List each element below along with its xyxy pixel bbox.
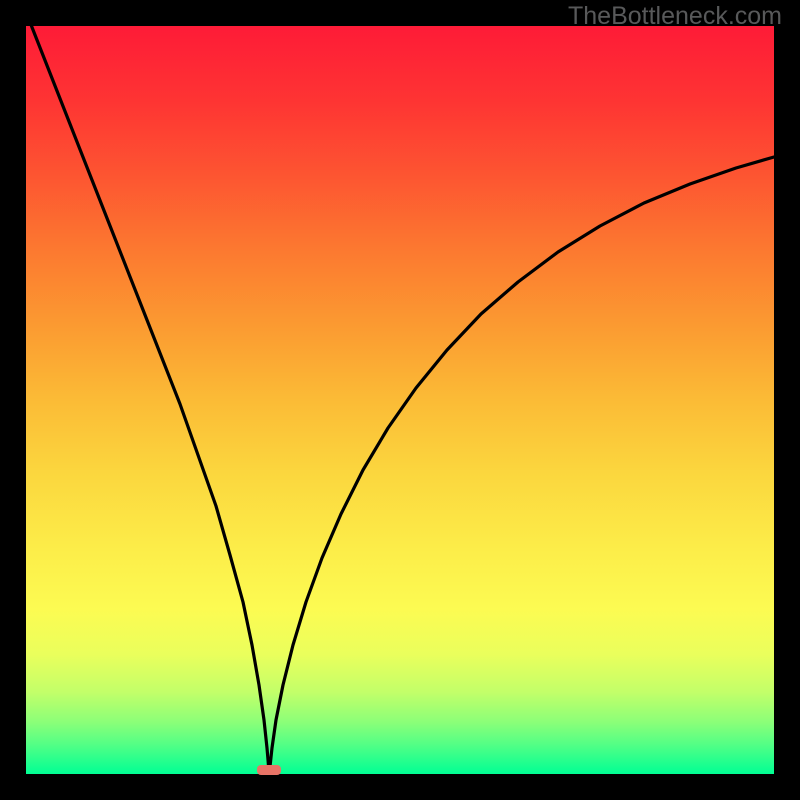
plot-background [26, 26, 774, 774]
chart-svg [0, 0, 800, 800]
bottleneck-curve [26, 12, 774, 772]
watermark-text: TheBottleneck.com [568, 2, 782, 31]
outer-border [0, 0, 800, 800]
minimum-marker [257, 765, 281, 775]
chart-frame: TheBottleneck.com [0, 0, 800, 800]
